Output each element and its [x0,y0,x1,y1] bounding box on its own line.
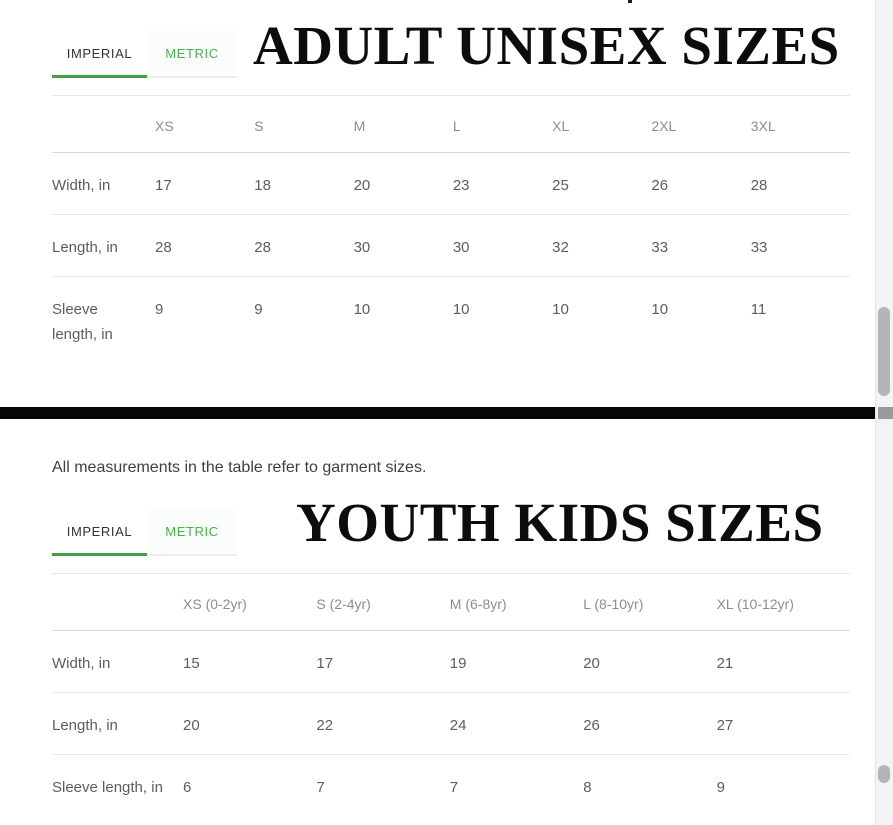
cell: 28 [254,239,271,256]
cell: 33 [750,239,768,256]
column-header: M [353,118,366,134]
column-header: S (2-4yr) [316,596,371,612]
section-divider-edge [878,407,893,419]
column-header: S [254,118,264,134]
cell: 7 [316,779,325,796]
cell: 9 [254,301,263,318]
cell: 19 [449,655,467,672]
column-header: 2XL [651,118,677,134]
adult-section-title: ADULT UNISEX SIZES [253,15,840,76]
column-header: XL (10-12yr) [716,596,794,612]
table-row: Width, in 17 18 20 23 25 26 28 [52,153,850,215]
cell: 25 [552,177,569,194]
section-divider [0,407,878,419]
table-row: Sleeve length, in 9 9 10 10 10 10 11 [52,277,850,363]
table-row: Length, in 20 22 24 26 27 [52,693,850,755]
column-header: XS (0-2yr) [183,596,247,612]
table-row: Length, in 28 28 30 30 32 33 33 [52,215,850,277]
cell: 15 [183,655,200,672]
cell: 21 [716,655,734,672]
cell: 10 [452,301,470,318]
cut-off-text-fragment [628,0,632,3]
column-header: L [452,118,461,134]
cell: 20 [353,177,371,194]
table-row: Sleeve length, in 6 7 7 8 9 [52,755,850,816]
cell: 32 [552,239,569,256]
cell: 20 [183,717,200,734]
tab-imperial-youth[interactable]: IMPERIAL [52,509,147,553]
scrollbar-thumb-lower[interactable] [878,765,890,783]
column-header: M (6-8yr) [449,596,507,612]
cell: 27 [716,717,734,734]
youth-section-title: YOUTH KIDS SIZES [296,492,824,553]
cell: 17 [155,177,172,194]
column-header: XL [552,118,570,134]
youth-size-table: XS (0-2yr) S (2-4yr) M (6-8yr) L (8-10yr… [52,573,850,816]
measurement-note: All measurements in the table refer to g… [52,459,427,476]
cell: 23 [452,177,470,194]
row-label: Sleeve length, in [52,779,163,796]
cell: 33 [651,239,669,256]
corner-cell [52,574,183,614]
scrollbar-thumb-upper[interactable] [878,307,890,396]
adult-table-header-row: XS S M L XL 2XL 3XL [52,96,850,153]
column-header: 3XL [750,118,776,134]
table-row: Width, in 15 17 19 20 21 [52,631,850,693]
row-label: Width, in [52,177,111,194]
cell: 8 [583,779,592,796]
row-label: Length, in [52,717,118,734]
cell: 28 [155,239,172,256]
row-label: Sleeve length, in [52,301,113,343]
cell: 11 [750,301,767,318]
cell: 10 [651,301,669,318]
column-header: XS [155,118,174,134]
cell: 28 [750,177,768,194]
cell: 24 [449,717,467,734]
youth-table-header-row: XS (0-2yr) S (2-4yr) M (6-8yr) L (8-10yr… [52,574,850,631]
youth-unit-tabs: IMPERIAL METRIC [52,509,237,556]
cell: 26 [651,177,669,194]
row-label: Length, in [52,239,118,256]
cell: 6 [183,779,192,796]
column-header: L (8-10yr) [583,596,644,612]
row-label: Width, in [52,655,111,672]
cell: 17 [316,655,334,672]
tab-metric-youth[interactable]: METRIC [147,509,237,553]
corner-cell [52,96,155,136]
cell: 30 [353,239,371,256]
tab-active-indicator [52,553,147,556]
cell: 22 [316,717,334,734]
cell: 7 [449,779,459,796]
tab-imperial-adult[interactable]: IMPERIAL [52,31,147,75]
cell: 26 [583,717,600,734]
cell: 30 [452,239,470,256]
cell: 9 [155,301,164,318]
cell: 18 [254,177,271,194]
cell: 20 [583,655,600,672]
adult-unit-tabs: IMPERIAL METRIC [52,31,237,78]
cell: 9 [716,779,725,796]
tab-active-indicator [52,75,147,78]
cell: 10 [552,301,569,318]
tab-metric-adult[interactable]: METRIC [147,31,237,75]
adult-size-table: XS S M L XL 2XL 3XL Width, in 17 18 20 2… [52,95,850,363]
cell: 10 [353,301,371,318]
